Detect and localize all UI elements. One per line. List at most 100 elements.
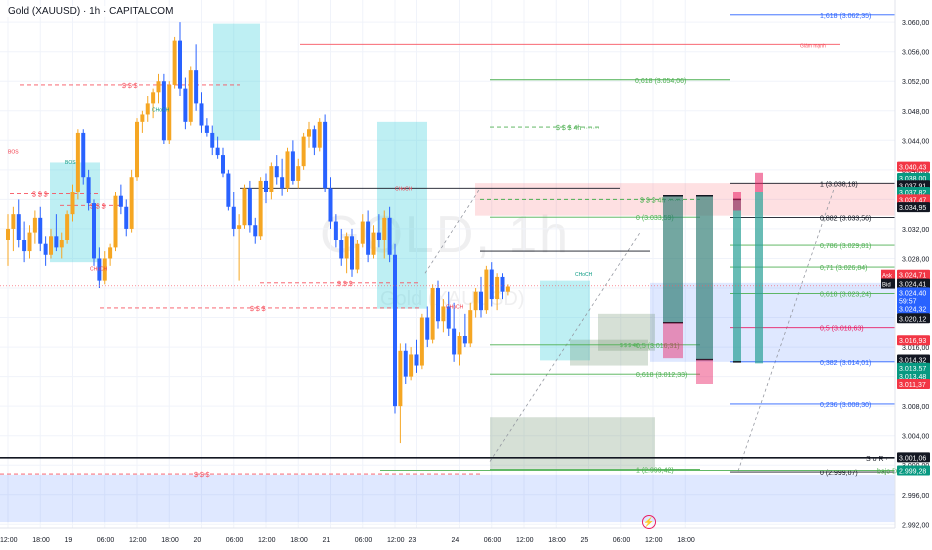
candle-body	[108, 247, 113, 259]
price-tag-label: 3.038,00	[899, 176, 926, 183]
candle-body	[312, 129, 317, 148]
time-tick-label: 25	[581, 537, 589, 544]
candle-body	[242, 188, 247, 226]
candle-body	[27, 232, 32, 252]
time-tick-label: 18:00	[548, 537, 566, 544]
candle-body	[118, 195, 123, 207]
price-tag-box	[897, 194, 930, 205]
trend-line	[424, 188, 481, 274]
annotation-label: CHoCH	[90, 266, 108, 272]
time-tick-label: 21	[323, 537, 331, 544]
trend-line	[737, 185, 836, 472]
time-tick-label: 12:00	[0, 537, 18, 544]
candle-body	[54, 236, 59, 248]
price-tag-label: 3.020,12	[899, 316, 926, 323]
level-label: 0,5 (3.018,63)	[820, 326, 864, 333]
candle-body	[403, 350, 408, 377]
candle-body	[22, 240, 27, 252]
candle-body	[43, 243, 48, 255]
trade-box	[733, 192, 741, 211]
candle-body	[86, 177, 91, 204]
candle-body	[75, 132, 80, 192]
candle-body	[500, 276, 505, 292]
candle-body	[393, 254, 397, 407]
level-label: $ $ $	[90, 203, 106, 210]
level-label: $ $ $ 4h ·······	[640, 197, 684, 204]
price-tick-label: 3.016,00	[902, 345, 929, 352]
time-tick-label: 20	[194, 537, 202, 544]
candle-body	[479, 291, 483, 311]
candle-body	[398, 350, 403, 407]
price-side-label: Ask	[882, 274, 893, 280]
candle-body	[151, 92, 156, 104]
annotation-label: CHoCH	[152, 108, 170, 114]
candle-body	[65, 214, 70, 240]
level-label: 0,618 (3.012,33)	[636, 372, 687, 379]
trade-box	[755, 172, 763, 192]
candle-body	[323, 121, 328, 189]
time-tick-label: 18:00	[290, 537, 308, 544]
candle-body	[317, 121, 322, 148]
level-label: $ $ $	[122, 83, 138, 90]
candle-body	[414, 354, 419, 366]
price-tag-box	[897, 278, 930, 289]
price-tag-box	[897, 303, 930, 314]
candle-body	[6, 228, 10, 240]
candle-body	[81, 132, 86, 178]
candle-body	[199, 103, 204, 126]
candle-body	[360, 221, 365, 244]
price-tick-label: 2.996,00	[902, 493, 929, 500]
trade-box	[663, 322, 683, 359]
candle-body	[194, 70, 199, 104]
price-tag-label: 3.040,43	[899, 165, 926, 172]
candle-body	[495, 276, 500, 300]
time-tick-label: 19	[65, 537, 73, 544]
candle-body	[387, 217, 392, 255]
level-label: 0,71 (3.026,84)	[820, 265, 867, 272]
price-tick-label: 3.060,00	[902, 20, 929, 27]
candle-body	[102, 258, 107, 281]
price-tag-box	[897, 202, 930, 213]
trend-line	[489, 232, 641, 462]
candle-body	[140, 114, 145, 122]
candle-body	[457, 336, 462, 355]
level-label: 0,882 (3.033,56)	[820, 215, 871, 222]
candle-body	[409, 354, 414, 377]
candle-body	[425, 317, 430, 340]
candle-body	[274, 166, 279, 178]
price-tag-label: 3.013,57	[899, 366, 926, 373]
zone-box	[540, 280, 590, 361]
candle-body	[258, 180, 263, 237]
trade-box	[663, 195, 683, 323]
candle-body	[452, 328, 457, 355]
time-tick-label: 12:00	[516, 537, 534, 544]
time-tick-label: 23	[409, 537, 417, 544]
candle-body	[285, 151, 290, 189]
level-label: $ $ $	[337, 281, 353, 288]
chart-title: Gold (XAUUSD) · 1h · CAPITALCOM	[6, 6, 176, 17]
candle-body	[156, 81, 161, 93]
candle-body	[215, 147, 220, 156]
time-tick-label: 06:00	[355, 537, 373, 544]
candle-body	[231, 206, 236, 229]
time-tick-label: 12:00	[129, 537, 147, 544]
level-label: $ $ $ 4h ·······	[556, 125, 600, 132]
candle-body	[505, 286, 510, 292]
price-tag-box	[897, 335, 930, 346]
candle-body	[328, 188, 333, 222]
level-label: 0 (3.033,59)	[636, 215, 674, 222]
price-tag-label: 3.011,37	[899, 382, 926, 389]
flash-icon[interactable]: ⚡	[642, 515, 656, 529]
candle-body	[339, 240, 344, 259]
candle-body	[172, 40, 177, 85]
zone-box	[377, 121, 427, 309]
price-tag-label: 3.037,82	[899, 190, 926, 197]
candle-body	[135, 121, 139, 178]
trade-box	[696, 195, 713, 360]
zone-box	[650, 282, 895, 362]
candle-body	[382, 217, 387, 240]
price-tag-box	[897, 370, 930, 381]
zone-box	[570, 339, 648, 366]
zone-box	[490, 417, 655, 469]
